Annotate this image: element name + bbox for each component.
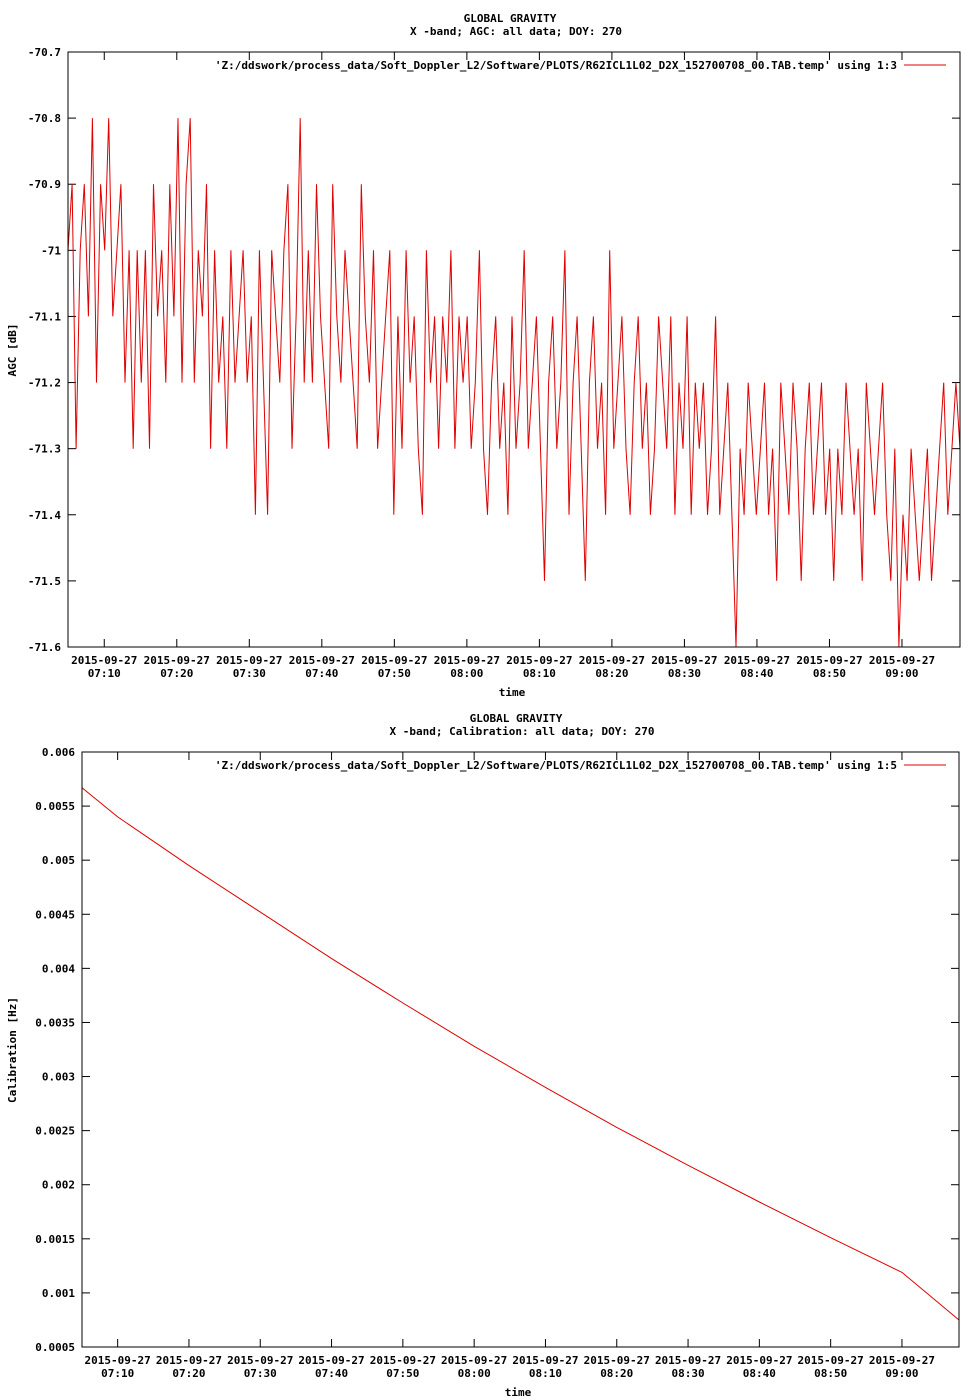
chart2-xtick-time: 09:00 [885, 1367, 918, 1380]
chart1-xtick-time: 08:00 [450, 667, 483, 680]
chart2-ytick-label: 0.006 [42, 746, 75, 759]
chart2-xtick-date: 2015-09-27 [726, 1354, 792, 1367]
chart1-title: GLOBAL GRAVITY [464, 12, 557, 25]
chart2-ytick-label: 0.0045 [35, 908, 75, 921]
chart2-ytick-label: 0.0025 [35, 1125, 75, 1138]
chart1-ytick-label: -71.1 [28, 310, 61, 323]
chart2-xtick-date: 2015-09-27 [869, 1354, 935, 1367]
chart1-ytick-label: -70.9 [28, 178, 61, 191]
chart1-ytick-label: -71.5 [28, 575, 61, 588]
chart1-ytick-label: -71.4 [28, 509, 61, 522]
chart2-subtitle: X -band; Calibration: all data; DOY: 270 [390, 725, 655, 738]
chart2-xtick-date: 2015-09-27 [156, 1354, 222, 1367]
chart2-xtick-time: 08:40 [743, 1367, 776, 1380]
chart1-xtick-time: 08:30 [668, 667, 701, 680]
chart2-xtick-date: 2015-09-27 [85, 1354, 151, 1367]
chart2-xtick-time: 08:00 [458, 1367, 491, 1380]
chart2-xtick-time: 07:40 [315, 1367, 348, 1380]
chart1-xtick-date: 2015-09-27 [796, 654, 862, 667]
chart1-ylabel: AGC [dB] [6, 324, 19, 377]
chart1-ytick-label: -70.8 [28, 112, 61, 125]
chart1-legend-label: 'Z:/ddswork/process_data/Soft_Doppler_L2… [215, 59, 897, 72]
chart2-xtick-time: 08:30 [671, 1367, 704, 1380]
chart2-xtick-time: 07:30 [244, 1367, 277, 1380]
chart1-plot-frame [67, 51, 961, 648]
chart2-xtick-time: 08:50 [814, 1367, 847, 1380]
chart2-ytick-label: 0.001 [42, 1287, 75, 1300]
chart1-ytick-label: -71.6 [28, 641, 61, 654]
chart1-xtick-date: 2015-09-27 [434, 654, 500, 667]
chart1-ytick-label: -71 [41, 244, 61, 257]
chart2-xtick-date: 2015-09-27 [655, 1354, 721, 1367]
chart2-title: GLOBAL GRAVITY [470, 712, 563, 725]
chart1-xtick-time: 07:50 [378, 667, 411, 680]
chart1-xtick-date: 2015-09-27 [869, 654, 935, 667]
chart2-ytick-label: 0.0035 [35, 1016, 75, 1029]
chart1-xtick-date: 2015-09-27 [216, 654, 282, 667]
chart2-xtick-time: 07:10 [101, 1367, 134, 1380]
chart1-series-line [67, 118, 961, 648]
chart2-ytick-label: 0.005 [42, 854, 75, 867]
chart2-xlabel: time [505, 1386, 532, 1399]
chart2-ylabel: Calibration [Hz] [6, 997, 19, 1103]
chart1-xtick-date: 2015-09-27 [651, 654, 717, 667]
chart1-xtick-date: 2015-09-27 [506, 654, 572, 667]
chart2-xtick-time: 08:20 [600, 1367, 633, 1380]
chart2-ytick-label: 0.0055 [35, 800, 75, 813]
chart1-xtick-time: 07:10 [88, 667, 121, 680]
chart1-xtick-date: 2015-09-27 [361, 654, 427, 667]
chart1-xlabel: time [499, 686, 526, 699]
chart2-ytick-label: 0.003 [42, 1071, 75, 1084]
chart2-ytick-label: 0.0015 [35, 1233, 75, 1246]
chart1-xtick-time: 09:00 [885, 667, 918, 680]
chart2-xtick-date: 2015-09-27 [584, 1354, 650, 1367]
chart2-xtick-date: 2015-09-27 [512, 1354, 578, 1367]
chart1-xtick-time: 07:20 [160, 667, 193, 680]
chart2-xtick-date: 2015-09-27 [441, 1354, 507, 1367]
chart1-xtick-date: 2015-09-27 [724, 654, 790, 667]
chart2-ytick-label: 0.004 [42, 962, 75, 975]
chart1-xtick-time: 07:30 [233, 667, 266, 680]
chart2-xtick-date: 2015-09-27 [798, 1354, 864, 1367]
chart1-subtitle: X -band; AGC: all data; DOY: 270 [410, 25, 622, 38]
chart2-xtick-time: 08:10 [529, 1367, 562, 1380]
chart1-xtick-date: 2015-09-27 [71, 654, 137, 667]
chart2-xtick-date: 2015-09-27 [298, 1354, 364, 1367]
chart2-xtick-date: 2015-09-27 [370, 1354, 436, 1367]
calibration-chart: GLOBAL GRAVITY X -band; Calibration: all… [6, 712, 960, 1399]
chart2-xtick-time: 07:20 [172, 1367, 205, 1380]
chart1-xtick-time: 07:40 [305, 667, 338, 680]
chart1-xtick-time: 08:50 [813, 667, 846, 680]
chart1-xtick-date: 2015-09-27 [144, 654, 210, 667]
chart2-xtick-date: 2015-09-27 [227, 1354, 293, 1367]
chart1-xtick-time: 08:10 [523, 667, 556, 680]
chart2-legend-label: 'Z:/ddswork/process_data/Soft_Doppler_L2… [215, 759, 897, 772]
chart2-ytick-label: 0.002 [42, 1179, 75, 1192]
chart1-ytick-label: -71.3 [28, 443, 61, 456]
chart1-xtick-time: 08:20 [595, 667, 628, 680]
agc-chart: GLOBAL GRAVITY X -band; AGC: all data; D… [6, 12, 961, 699]
chart1-xtick-date: 2015-09-27 [289, 654, 355, 667]
chart2-series-line [81, 787, 960, 1321]
chart2-xtick-time: 07:50 [386, 1367, 419, 1380]
chart1-xtick-time: 08:40 [740, 667, 773, 680]
chart1-ytick-label: -71.2 [28, 377, 61, 390]
chart1-xtick-date: 2015-09-27 [579, 654, 645, 667]
chart1-ytick-label: -70.7 [28, 46, 61, 59]
chart2-ytick-label: 0.0005 [35, 1341, 75, 1354]
chart2-plot-frame [81, 751, 960, 1348]
